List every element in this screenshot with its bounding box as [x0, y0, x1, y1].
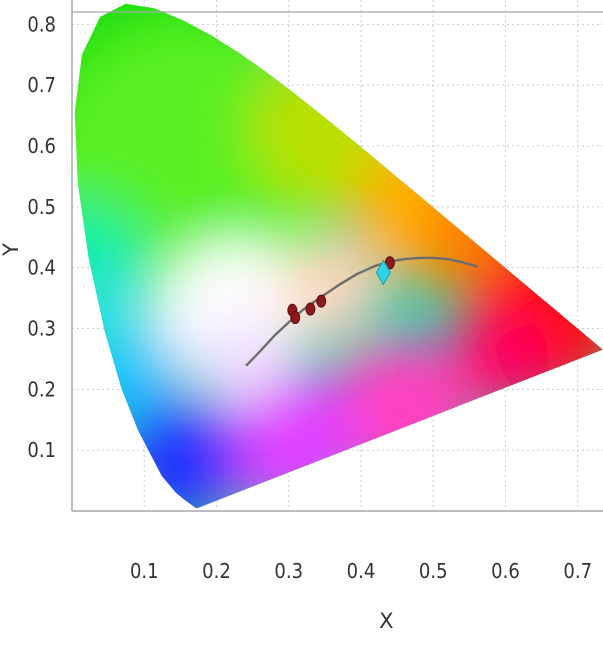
- y-tick-label: 0.5: [27, 195, 56, 219]
- x-tick-label: 0.3: [274, 559, 303, 583]
- y-tick-label: 0.3: [27, 317, 56, 341]
- y-tick-label: 0.8: [27, 12, 56, 36]
- x-tick-label: 0.7: [563, 559, 592, 583]
- x-axis-label: X: [379, 609, 393, 633]
- planckian-locus-curve: [245, 256, 478, 367]
- y-axis-label: Y: [0, 243, 23, 257]
- color-gamut-region: [74, 3, 603, 509]
- label-layer: 0.1 0.2 0.3 0.4 0.5 0.6 0.7 0.1 0.2 0.3 0.4 0.5 0.6 0…: [0, 12, 592, 633]
- highlighted-point: [375, 259, 391, 286]
- y-tick-label: 0.6: [27, 134, 56, 158]
- y-tick-label: 0.1: [27, 438, 56, 462]
- y-tick-label: 0.2: [27, 377, 56, 401]
- y-tick-label: 0.7: [27, 73, 56, 97]
- x-tick-label: 0.2: [202, 559, 231, 583]
- axes-layer: [71, 0, 603, 512]
- measurement-point: [305, 302, 316, 316]
- x-tick-label: 0.5: [419, 559, 448, 583]
- measurement-point: [290, 311, 301, 325]
- x-tick-label: 0.4: [347, 559, 376, 583]
- x-tick-label: 0.6: [491, 559, 520, 583]
- measurement-point: [384, 256, 395, 270]
- y-tick-label: 0.4: [27, 256, 56, 280]
- x-tick-label: 0.1: [130, 559, 159, 583]
- data-layer: [245, 256, 478, 367]
- measurement-point: [316, 294, 327, 308]
